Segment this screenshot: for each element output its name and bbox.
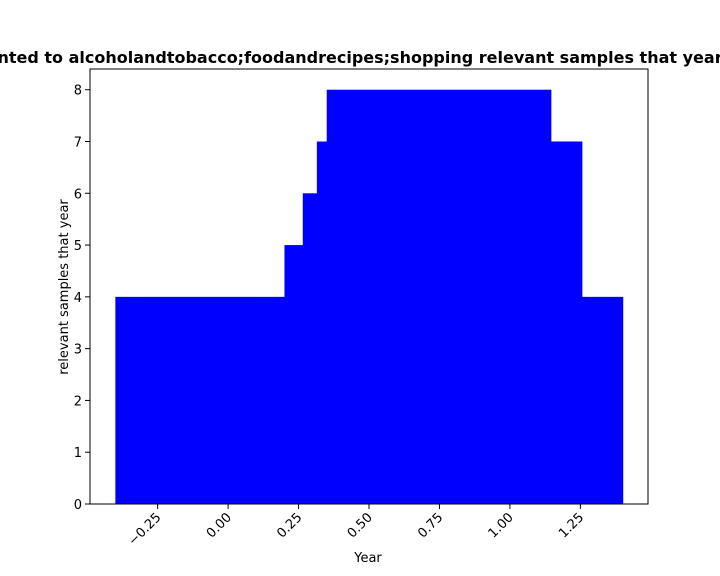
bar-4 — [326, 89, 552, 504]
y-tick-label: 8 — [74, 84, 82, 99]
x-tick-label: 0.25 — [274, 510, 305, 541]
x-axis-label: Year — [353, 551, 382, 566]
bar-3 — [316, 141, 328, 504]
x-axis: −0.25 0.00 0.25 0.50 0.75 1.00 1.25 — [126, 504, 587, 549]
x-tick-label: 0.50 — [345, 510, 376, 541]
x-tick-label: 1.25 — [556, 510, 587, 541]
bar-6 — [581, 296, 624, 504]
chart-title: nted to alcoholandtobacco;foodandrecipes… — [0, 48, 720, 67]
bar-5 — [550, 141, 583, 504]
x-tick-label: −0.25 — [126, 510, 165, 549]
y-tick-label: 0 — [74, 498, 82, 513]
x-tick-label: 1.00 — [486, 510, 517, 541]
bar-0 — [115, 296, 286, 504]
y-tick-label: 3 — [74, 343, 82, 358]
bar-group — [115, 89, 624, 505]
x-tick-label: 0.75 — [415, 510, 446, 541]
y-tick-label: 7 — [74, 136, 82, 151]
y-axis: 0 1 2 3 4 5 6 7 8 — [74, 84, 90, 513]
bar-1 — [284, 245, 304, 505]
y-tick-label: 6 — [74, 187, 82, 202]
y-axis-label: relevant samples that year — [57, 199, 72, 375]
y-tick-label: 4 — [74, 291, 82, 306]
y-tick-label: 1 — [74, 446, 82, 461]
y-tick-label: 5 — [74, 239, 82, 254]
bar-2 — [302, 193, 318, 505]
y-tick-label: 2 — [74, 394, 82, 409]
x-tick-label: 0.00 — [204, 510, 235, 541]
